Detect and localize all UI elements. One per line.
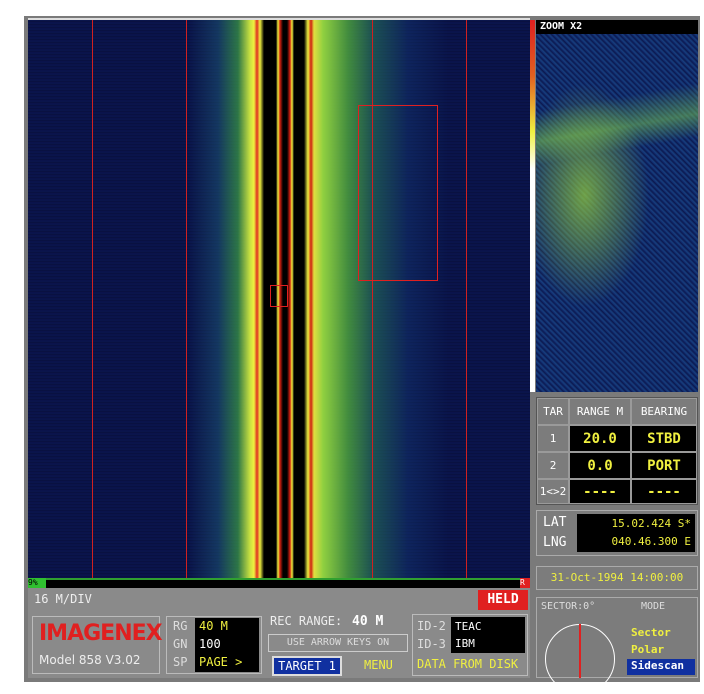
mode-option[interactable]: Sector	[631, 626, 671, 639]
table-cell: PORT	[631, 452, 697, 479]
setting-label: SP	[173, 655, 188, 669]
lng-value: 040.46.300 E	[611, 535, 691, 548]
zoom-image	[536, 34, 698, 392]
table-header: RANGE M	[569, 398, 631, 425]
id-value: IBM	[455, 637, 475, 650]
settings: RG GN SP 40 M 100 PAGE >	[166, 616, 262, 674]
table-cell: ----	[569, 479, 631, 504]
datetime: 31-Oct-1994 14:00:00	[536, 566, 698, 590]
menu-button[interactable]: MENU	[364, 658, 393, 672]
table-cell: 1<>2	[537, 479, 569, 504]
table-cell: 20.0	[569, 425, 631, 452]
target-box	[270, 285, 288, 307]
id-value: TEAC	[455, 620, 482, 633]
zoom-label: ZOOM X2	[536, 20, 698, 34]
status-bar: 9% R	[28, 578, 530, 588]
sonar-image	[28, 20, 530, 578]
mode-option[interactable]: Polar	[631, 643, 665, 656]
status-right: R	[520, 578, 530, 588]
range-line	[372, 20, 373, 578]
scale-label: 16 M/DIV	[34, 592, 92, 606]
setting-label: RG	[173, 619, 188, 633]
rec-range-label: REC RANGE:	[270, 614, 343, 628]
sector-needle	[579, 624, 581, 678]
data-source: DATA FROM DISK	[417, 657, 519, 671]
mode-panel: SECTOR:0° MODE Sector Polar Sidescan	[536, 597, 698, 694]
id-label: ID-3	[417, 637, 446, 651]
table-header: BEARING	[631, 398, 697, 425]
target-table: TAR RANGE M BEARING 1 20.0 STBD 2 0.0 PO…	[536, 397, 698, 505]
mode-option[interactable]: Sidescan	[627, 659, 695, 675]
table-cell: ----	[631, 479, 697, 504]
zoom-box	[358, 105, 438, 281]
table-cell: STBD	[631, 425, 697, 452]
rec-range-value: 40 M	[352, 614, 384, 629]
target-button[interactable]: TARGET 1	[272, 656, 342, 676]
table-cell: 0.0	[569, 452, 631, 479]
brand: IMAGENEX Model 858 V3.02	[32, 616, 163, 674]
range-line	[186, 20, 187, 578]
ids: ID-2 ID-3 TEAC IBM DATA FROM DISK	[412, 614, 528, 676]
table-header: TAR	[537, 398, 569, 425]
logo: IMAGENEX	[39, 621, 163, 646]
lat-value: 15.02.424 S*	[611, 517, 691, 530]
setting-value: 100	[199, 637, 221, 651]
status-left: 9%	[28, 578, 46, 588]
color-bar	[530, 20, 535, 392]
range-line	[92, 20, 93, 578]
table-cell: 2	[537, 452, 569, 479]
top-rule	[28, 18, 530, 20]
lng-label: LNG	[543, 535, 567, 550]
id-label: ID-2	[417, 619, 446, 633]
position-panel: LAT LNG 15.02.424 S* 040.46.300 E	[536, 510, 698, 556]
mode-label: MODE	[641, 601, 666, 612]
setting-label: GN	[173, 637, 188, 651]
hint: USE ARROW KEYS ON	[268, 634, 408, 652]
sector-label: SECTOR:0°	[541, 601, 596, 612]
setting-value[interactable]: PAGE >	[199, 655, 243, 669]
lat-label: LAT	[543, 515, 567, 530]
model: Model 858 V3.02	[39, 653, 141, 667]
range-line	[466, 20, 467, 578]
table-cell: 1	[537, 425, 569, 452]
setting-value: 40 M	[199, 619, 228, 633]
held-button[interactable]: HELD	[478, 590, 528, 610]
